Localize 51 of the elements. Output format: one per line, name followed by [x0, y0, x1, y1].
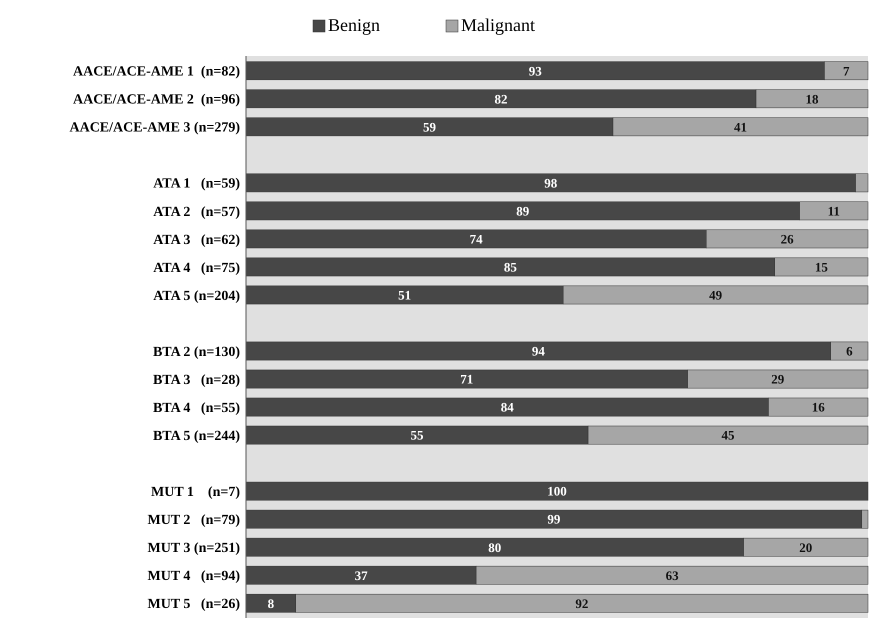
y-tick-label: ATA 1 (n=59) [153, 176, 240, 192]
y-tick-label: MUT 4 (n=94) [148, 569, 240, 584]
data-label: 41 [734, 119, 747, 134]
data-label: 59 [422, 119, 436, 134]
y-tick-label: AACE/ACE-AME 3 (n=279) [69, 120, 240, 136]
data-label: 71 [460, 372, 474, 387]
y-tick-label: MUT 1 (n=7) [151, 485, 240, 500]
data-label: 92 [575, 596, 588, 611]
y-tick-label: ATA 3 (n=62) [153, 232, 240, 248]
data-label: 37 [354, 568, 368, 583]
data-label: 26 [780, 231, 794, 246]
y-tick-label: AACE/ACE-AME 2 (n=96) [72, 92, 240, 108]
data-label: 11 [828, 203, 840, 218]
data-label: 93 [528, 63, 542, 78]
legend-label: Benign [328, 15, 380, 35]
y-tick-label: BTA 2 (n=130) [152, 344, 240, 360]
data-label: 49 [709, 288, 723, 303]
data-label: 74 [470, 231, 484, 246]
data-label: 84 [500, 400, 514, 415]
y-tick-label: BTA 3 (n=28) [152, 372, 240, 388]
y-tick-label: ATA 2 (n=57) [153, 204, 240, 220]
data-label: 29 [771, 372, 785, 387]
data-label: 99 [547, 512, 561, 527]
data-label: 94 [532, 344, 546, 359]
data-label: 63 [666, 568, 680, 583]
data-label: 51 [398, 288, 412, 303]
y-tick-label: ATA 5 (n=204) [153, 288, 240, 304]
data-label: 6 [846, 344, 854, 359]
y-tick-label: ATA 4 (n=75) [153, 260, 240, 276]
data-label: 18 [806, 91, 820, 106]
y-tick-label: MUT 2 (n=79) [148, 513, 240, 528]
y-tick-label: AACE/ACE-AME 1 (n=82) [72, 64, 240, 80]
y-tick-label: BTA 4 (n=55) [152, 400, 240, 416]
data-label: 98 [544, 175, 558, 190]
data-label: 8 [268, 596, 275, 611]
data-label: 15 [814, 259, 828, 274]
data-label: 100 [547, 484, 567, 499]
data-label: 45 [722, 428, 736, 443]
data-label: 16 [812, 400, 826, 415]
data-label: 85 [504, 259, 518, 274]
data-label: 55 [410, 428, 424, 443]
y-tick-label: MUT 3 (n=251) [148, 541, 240, 556]
data-label: 20 [799, 540, 812, 555]
legend-label: Malignant [461, 15, 535, 35]
y-tick-label: BTA 5 (n=244) [152, 429, 240, 444]
data-label: 82 [494, 91, 508, 106]
data-label: 80 [488, 540, 502, 555]
bar [246, 482, 868, 501]
data-label: 89 [516, 203, 530, 218]
data-label: 7 [842, 63, 850, 78]
y-tick-label: MUT 5 (n=26) [148, 597, 240, 612]
